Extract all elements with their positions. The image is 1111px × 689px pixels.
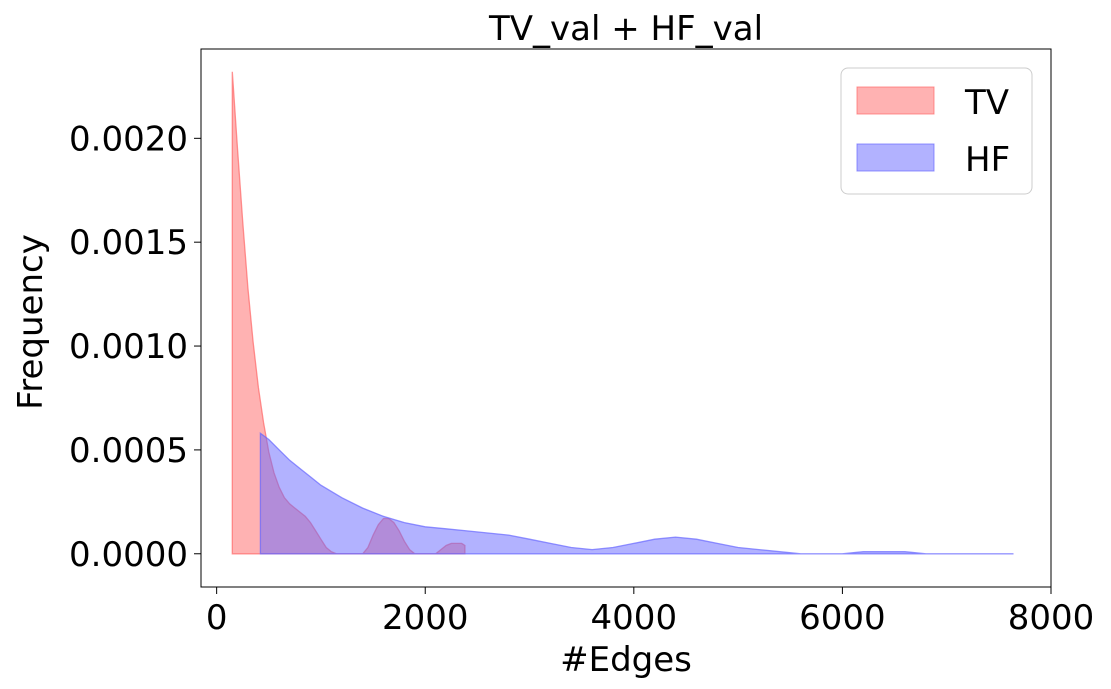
- y-tick-label: 0.0020: [69, 119, 188, 159]
- axes: 0 2000 4000 6000 8000 0.0000 0.0005 0.0010 0.001…: [69, 119, 1094, 638]
- y-tick-label: 0.0010: [69, 327, 188, 367]
- plot-area: [231, 71, 1014, 555]
- legend-swatch-hf: [856, 143, 935, 172]
- series-area-hf: [259, 432, 1014, 555]
- legend: TV HF: [840, 67, 1033, 195]
- legend-label-tv: TV: [964, 83, 1009, 123]
- legend-label-hf: HF: [965, 140, 1010, 180]
- x-tick-label: 4000: [591, 598, 678, 638]
- plot-frame: [200, 48, 1052, 588]
- legend-swatch-tv: [856, 86, 935, 115]
- y-axis-label: Frequency: [11, 234, 51, 410]
- x-tick-label: 2000: [382, 598, 469, 638]
- x-axis-label: #Edges: [560, 640, 692, 680]
- y-tick-label: 0.0005: [69, 431, 188, 471]
- chart-title: TV_val + HF_val: [488, 9, 763, 49]
- x-tick-label: 8000: [1008, 598, 1095, 638]
- y-tick-label: 0.0000: [69, 535, 188, 575]
- x-tick-label: 0: [206, 598, 228, 638]
- x-tick-label: 6000: [799, 598, 886, 638]
- y-tick-label: 0.0015: [69, 223, 188, 263]
